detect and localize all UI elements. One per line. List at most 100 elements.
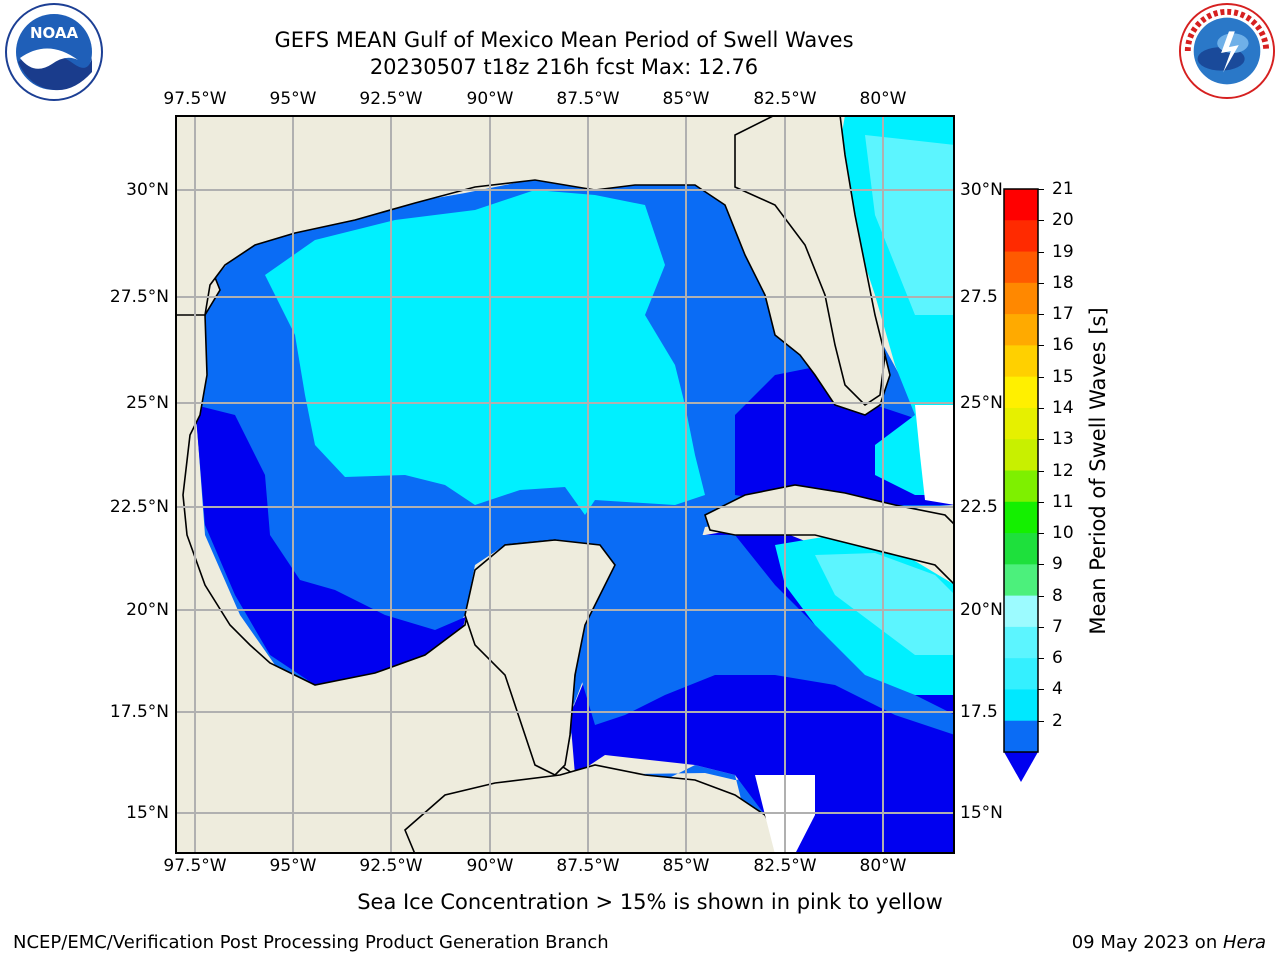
land-florida: [734, 115, 886, 407]
colorbar-tick-label: 4: [1052, 679, 1063, 700]
colorbar-tick-label: 7: [1052, 616, 1063, 637]
map-canvas: [175, 115, 955, 854]
footer-host: Hera: [1222, 932, 1266, 953]
lat-label-left: 25°N: [126, 393, 169, 413]
colorbar-tick-mark: [1038, 407, 1044, 409]
colorbar-tick-mark: [1038, 189, 1044, 190]
colorbar-tick-label: 16: [1052, 335, 1074, 356]
colorbar: [1003, 188, 1039, 782]
caribbean-water-lightcyan: [815, 553, 955, 655]
colorbar-tick-mark: [1038, 345, 1044, 347]
colorbar-tick-label: 19: [1052, 241, 1074, 262]
no-data-patch: [915, 405, 955, 505]
lat-label-right: 15°N: [960, 803, 1003, 823]
lon-label-top: 95°W: [269, 89, 317, 109]
colorbar-tick-mark: [1038, 564, 1044, 566]
lon-label-bottom: 82.5°W: [753, 856, 817, 876]
lat-label-right: 20°N: [960, 600, 1003, 620]
caribbean-water-blue: [580, 535, 955, 735]
footer-date-text: 09 May 2023 on: [1071, 932, 1223, 953]
lon-label-bottom: 87.5°W: [556, 856, 620, 876]
colorbar-tick-mark: [1038, 689, 1044, 691]
lat-label-left: 22.5°N: [109, 497, 169, 517]
chart-subtitle: 20230507 t18z 216h fcst Max: 12.76: [369, 55, 759, 79]
lat-label-right: 22.5: [960, 497, 998, 517]
footer-date: 09 May 2023 on Hera: [1072, 932, 1266, 953]
colorbar-bin: [1004, 470, 1038, 503]
lon-label-bottom: 95°W: [269, 856, 317, 876]
colorbar-bin: [1004, 439, 1038, 471]
lat-label-right: 30°N: [960, 180, 1003, 200]
colorbar-bin: [1004, 595, 1038, 628]
colorbar-bins: [1004, 189, 1038, 753]
colorbar-tick-label: 2: [1052, 710, 1063, 731]
lon-label-top: 92.5°W: [359, 89, 423, 109]
colorbar-tick-mark: [1038, 658, 1044, 660]
lat-label-left: 20°N: [126, 600, 169, 620]
colorbar-tick-label: 18: [1052, 272, 1074, 293]
colorbar-tick-mark: [1038, 720, 1044, 722]
gulf-water-deep: [195, 405, 475, 685]
colorbar-tick-label: 8: [1052, 585, 1063, 606]
colorbar-tick-mark: [1038, 251, 1044, 253]
colorbar-bin: [1004, 501, 1038, 534]
colorbar-tick-mark: [1038, 376, 1044, 378]
svg-text:NOAA: NOAA: [30, 24, 79, 42]
colorbar-tick-label: 9: [1052, 554, 1063, 575]
lat-label-left: 30°N: [126, 180, 169, 200]
lon-label-bottom: 85°W: [662, 856, 710, 876]
colorbar-bin: [1004, 720, 1038, 753]
map-panel: [175, 115, 955, 854]
colorbar-bin: [1004, 314, 1038, 346]
colorbar-tick-label: 6: [1052, 648, 1063, 669]
colorbar-bin: [1004, 220, 1038, 253]
colorbar-tick-label: 13: [1052, 429, 1074, 450]
colorbar-bin: [1004, 689, 1038, 722]
lon-label-top: 97.5°W: [163, 89, 227, 109]
colorbar-bin: [1004, 626, 1038, 659]
colorbar-tick-label: 11: [1052, 491, 1074, 512]
colorbar-tick-mark: [1038, 501, 1044, 503]
land-yucatan: [464, 539, 616, 776]
lat-label-left: 27.5°N: [109, 287, 169, 307]
lon-label-top: 80°W: [859, 89, 907, 109]
colorbar-bin: [1004, 658, 1038, 690]
lon-label-bottom: 92.5°W: [359, 856, 423, 876]
colorbar-bin: [1004, 407, 1038, 440]
noaa-logo: NOAA: [5, 3, 103, 101]
colorbar-tick-label: 14: [1052, 397, 1074, 418]
lat-label-left: 15°N: [126, 803, 169, 823]
footer-credit: NCEP/EMC/Verification Post Processing Pr…: [13, 932, 609, 953]
colorbar-tick-label: 10: [1052, 523, 1074, 544]
colorbar-tick-mark: [1038, 314, 1044, 316]
colorbar-bin: [1004, 376, 1038, 409]
colorbar-tick-label: 12: [1052, 460, 1074, 481]
gulf-water-cyan: [265, 190, 705, 515]
colorbar-tick-mark: [1038, 220, 1044, 222]
lat-label-right: 17.5: [960, 702, 998, 722]
colorbar-label: Mean Period of Swell Waves [s]: [1086, 307, 1110, 635]
colorbar-tick-label: 20: [1052, 210, 1074, 231]
colorbar-tick-mark: [1038, 595, 1044, 597]
colorbar-tick-label: 17: [1052, 304, 1074, 325]
colorbar-tick-label: 21: [1052, 179, 1074, 199]
lon-label-top: 90°W: [466, 89, 514, 109]
lat-label-left: 17.5°N: [109, 702, 169, 722]
lon-label-bottom: 80°W: [859, 856, 907, 876]
colorbar-tick-mark: [1038, 439, 1044, 441]
colorbar-tick-mark: [1038, 470, 1044, 472]
lon-label-top: 87.5°W: [556, 89, 620, 109]
map-frame: [175, 115, 955, 854]
lon-label-bottom: 90°W: [466, 856, 514, 876]
colorbar-tick-mark: [1038, 626, 1044, 628]
lon-label-bottom: 97.5°W: [163, 856, 227, 876]
lon-label-top: 85°W: [662, 89, 710, 109]
nws-logo: [1178, 2, 1276, 100]
chart-title: GEFS MEAN Gulf of Mexico Mean Period of …: [274, 28, 854, 52]
colorbar-tick-label: 15: [1052, 366, 1074, 387]
sea-ice-caption: Sea Ice Concentration > 15% is shown in …: [357, 890, 943, 914]
land-cuba: [704, 484, 955, 587]
lat-label-right: 27.5: [960, 287, 998, 307]
colorbar-tick-mark: [1038, 282, 1044, 284]
colorbar-bin: [1004, 251, 1038, 284]
